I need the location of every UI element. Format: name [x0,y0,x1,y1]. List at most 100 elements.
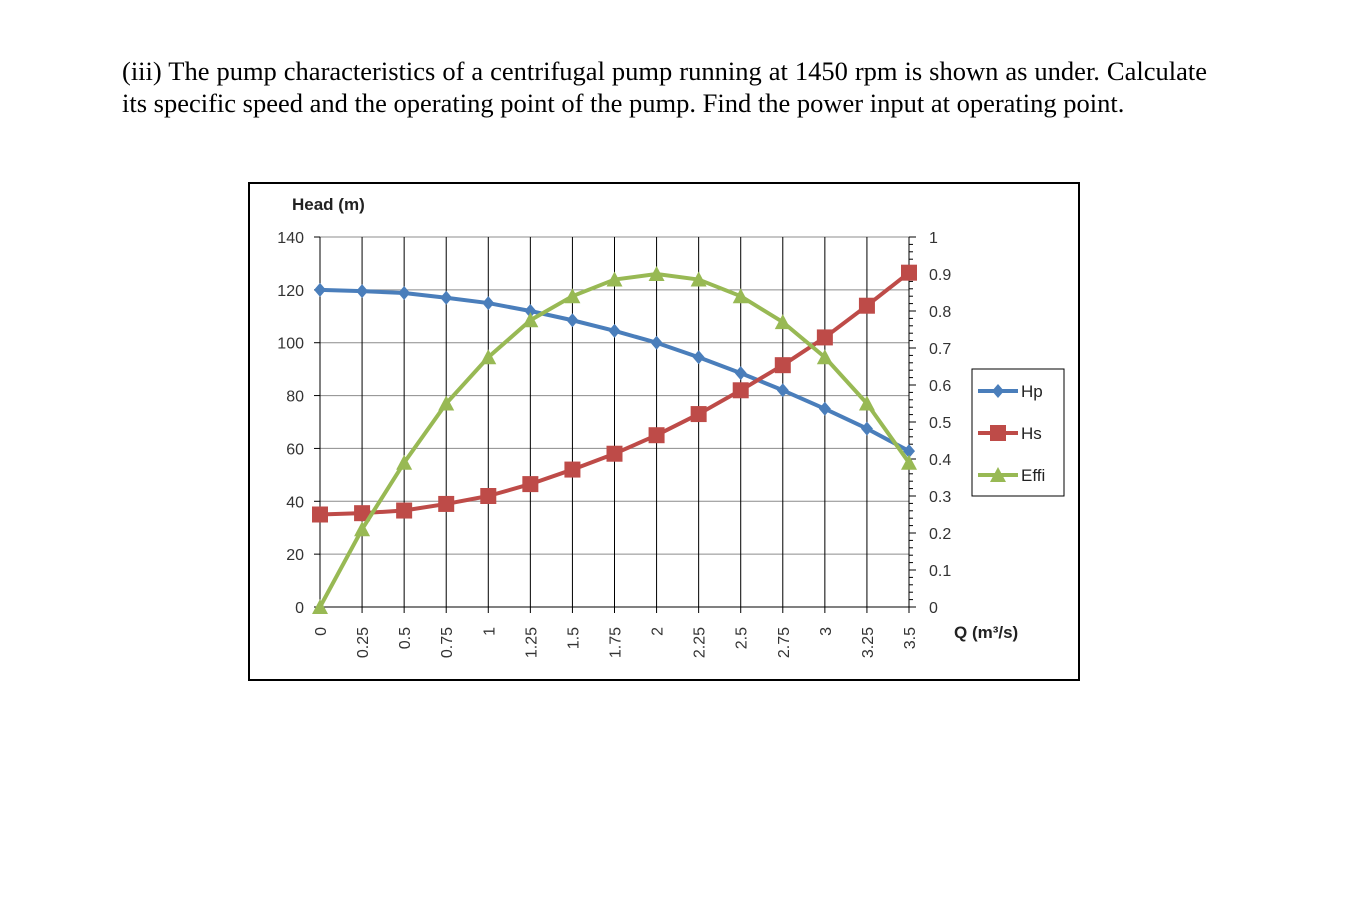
data-point-effi [816,349,833,365]
data-point-hp [860,421,873,436]
x-tick-label: 1.75 [608,627,625,658]
data-point-hp [482,296,495,311]
data-point-hs [564,461,581,478]
series-effi [312,266,917,614]
y2-tick-label: 0.3 [929,489,951,506]
data-point-effi [648,266,665,281]
data-point-hp [734,366,747,381]
series-layer [312,264,917,614]
data-point-effi [480,349,497,365]
legend-marker [990,467,1006,482]
y-tick-label: 40 [286,494,304,511]
data-point-hs [354,505,371,522]
series-hp [314,282,915,459]
data-point-hp [818,401,831,416]
legend-layer: Hp Hs Effi [971,368,1065,497]
pump-characteristics-chart: 0 20 40 60 80 100 120 140 0 0.25 0.5 0.75 1 1.25 1.5 1.… [248,182,1080,681]
legend-item-hs: Hs [978,424,1042,443]
data-point-hp [776,383,789,398]
y-tick-label: 100 [277,336,304,353]
y-axis-title: Head (m) [292,195,365,214]
x-tick-label: 2.25 [692,627,709,658]
x-tick-label: 3.25 [860,627,877,658]
data-point-effi [901,454,917,470]
x-tick-label: 1 [481,627,498,636]
y-tick-label: 20 [286,547,304,564]
y2-tick-label: 0.4 [929,452,951,469]
legend-label: Effi [1021,466,1045,485]
data-point-hs [732,382,749,399]
y2-tick-label: 0.5 [929,415,951,432]
y2-tick-label: 0.1 [929,563,951,580]
data-point-hp [650,335,663,350]
legend-label: Hs [1021,424,1042,443]
data-point-hs [816,329,833,346]
legend-item-hp: Hp [978,382,1043,401]
y-tick-label: 140 [277,230,304,247]
x-tick-label: 0.5 [397,627,414,649]
data-point-hp [440,290,453,305]
data-point-hp [314,282,326,297]
x-tick-label: 2.75 [776,627,793,658]
data-point-hp [356,284,369,299]
data-point-effi [606,271,623,287]
y2-tick-label: 0.8 [929,304,951,321]
data-point-effi [354,521,371,537]
y2-tick-label: 0.9 [929,267,951,284]
y-tick-label: 120 [277,283,304,300]
data-point-hs [522,476,539,493]
legend-marker [990,425,1006,441]
x-tick-label: 0 [313,627,330,636]
data-point-hp [398,286,411,301]
legend-marker [992,384,1004,398]
data-point-hs [312,506,328,523]
y2-tick-label: 0.6 [929,378,951,395]
series-hs [312,264,917,523]
data-point-hs [396,502,413,519]
x-tick-label: 0.25 [355,627,372,658]
axis-layer [314,236,916,613]
y2-tick-label: 0.2 [929,526,951,543]
data-point-effi [858,395,875,411]
data-point-hs [438,495,455,512]
data-point-effi [690,271,707,287]
y2-tick-label: 0 [929,600,938,617]
legend-label: Hp [1021,382,1043,401]
question-text: (iii) The pump characteristics of a cent… [122,56,1207,118]
data-point-hs [774,357,791,374]
y2-tick-label: 1 [929,230,938,247]
data-point-hp [524,304,537,318]
data-point-hs [901,264,917,281]
data-point-hp [903,444,915,459]
y2-tick-label: 0.7 [929,341,951,358]
data-point-effi [774,314,791,330]
data-point-hp [566,313,579,328]
x-tick-label: 3 [818,627,835,636]
x-tick-label: 0.75 [439,627,456,658]
data-point-effi [312,599,328,614]
data-point-effi [522,312,539,328]
data-point-hp [692,350,705,365]
legend-item-effi: Effi [978,466,1045,485]
x-tick-label: 3.5 [902,627,919,649]
y-tick-label: 80 [286,389,304,406]
data-point-hs [606,445,623,462]
data-point-hs [690,406,707,423]
data-point-effi [438,395,455,411]
data-point-hs [858,297,875,314]
x-axis-title: Q (m³/s) [954,623,1018,642]
x-tick-label: 2 [650,627,667,636]
data-point-effi [396,454,413,470]
y-tick-label: 0 [295,600,304,617]
data-point-hs [480,488,497,504]
y-tick-label: 60 [286,441,304,458]
x-tick-label: 1.5 [565,627,582,649]
data-point-effi [732,288,749,304]
x-tick-label: 2.5 [734,627,751,649]
x-tick-label: 1.25 [523,627,540,658]
data-point-effi [564,288,581,304]
data-point-hp [608,323,621,338]
data-point-hs [648,427,665,444]
